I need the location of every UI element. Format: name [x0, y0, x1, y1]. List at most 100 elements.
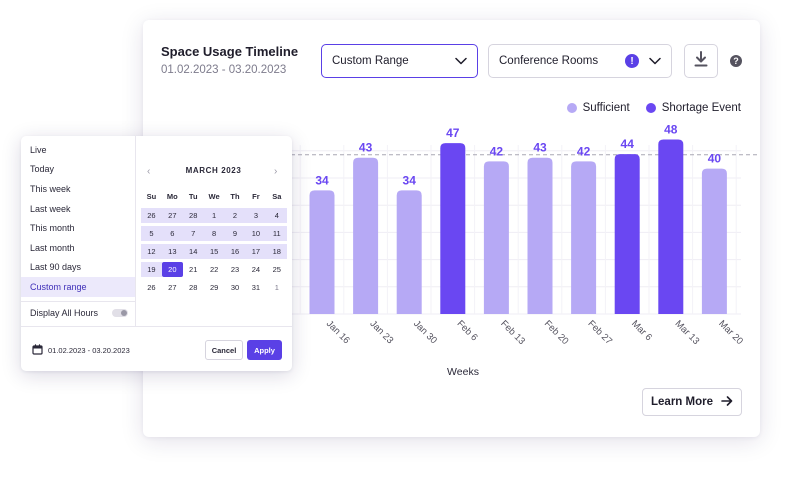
calendar-day[interactable]: 16 [224, 243, 246, 259]
weekday-label: Th [230, 192, 240, 201]
range-dropdown-value: Custom Range [332, 55, 409, 67]
download-button[interactable] [684, 44, 718, 78]
calendar-day[interactable]: 21 [189, 264, 198, 274]
bar-mar-6[interactable] [614, 154, 640, 314]
bar-feb-20[interactable] [527, 157, 553, 314]
bar-mar-20[interactable] [701, 168, 727, 314]
x-tick-label: Jan 16 [324, 318, 352, 346]
calendar-day[interactable]: 22 [209, 264, 219, 274]
weekday-label: Su [146, 192, 157, 201]
calendar-week: 19 20 21 22 23 24 25 [141, 260, 287, 278]
apply-button[interactable]: Apply [247, 340, 282, 360]
calendar-day[interactable]: 8 [203, 226, 225, 242]
calendar-day[interactable]: 12 [141, 243, 162, 259]
bar-feb-13[interactable] [483, 161, 509, 314]
x-tick-label: Mar 13 [673, 318, 702, 347]
alert-icon: ! [625, 54, 639, 68]
range-dropdown[interactable]: Custom Range [321, 44, 478, 78]
bar-feb-27[interactable] [571, 161, 597, 314]
x-tick-label: Mar 20 [716, 318, 745, 347]
cancel-button[interactable]: Cancel [205, 340, 243, 360]
calendar-day[interactable]: 23 [230, 264, 240, 274]
selected-range-text: 01.02.2023 - 03.20.2023 [48, 346, 130, 355]
weekday-label: Sa [272, 192, 282, 201]
preset-last-week[interactable]: Last week [30, 203, 71, 214]
display-all-hours-toggle[interactable] [112, 309, 128, 317]
x-tick-label: Mar 6 [629, 318, 654, 343]
weekday-label: Fr [252, 192, 260, 201]
chevron-left-icon[interactable]: ‹ [147, 166, 151, 177]
room-dropdown-value: Conference Rooms [499, 55, 599, 67]
calendar-day[interactable]: 9 [224, 226, 246, 242]
calendar-day[interactable]: 26 [147, 282, 156, 292]
calendar-day[interactable]: 28 [182, 208, 204, 224]
bar-feb-6[interactable] [440, 143, 466, 314]
divider [21, 326, 292, 327]
preset-this-month[interactable]: This month [30, 223, 75, 234]
bar-jan-23[interactable] [353, 157, 379, 314]
calendar-day[interactable]: 27 [161, 208, 183, 224]
chevron-down-icon [455, 57, 467, 65]
bar-value-label: 44 [621, 137, 635, 151]
bar-value-label: 42 [577, 144, 591, 158]
bar-jan-16[interactable] [309, 190, 335, 314]
calendar-day[interactable]: 1 [274, 282, 279, 292]
preset-this-week[interactable]: This week [30, 183, 71, 194]
preset-today[interactable]: Today [30, 164, 55, 175]
date-range-subtitle: 01.02.2023 - 03.20.2023 [161, 64, 287, 76]
calendar-week: 26 27 28 29 30 31 1 [141, 278, 287, 296]
calendar-day[interactable]: 11 [266, 226, 288, 242]
chevron-down-icon [649, 57, 661, 65]
chevron-right-icon[interactable]: › [274, 166, 278, 177]
calendar-day[interactable]: 19 [141, 261, 162, 277]
calendar-day[interactable]: 14 [182, 243, 204, 259]
legend-label-shortage: Shortage Event [661, 102, 741, 114]
preset-live[interactable]: Live [30, 144, 47, 155]
page-title: Space Usage Timeline [161, 44, 299, 59]
calendar-day[interactable]: 10 [245, 226, 267, 242]
calendar-day[interactable]: 5 [141, 226, 162, 242]
weekday-label: Tu [188, 192, 198, 201]
calendar-day[interactable]: 25 [272, 264, 281, 274]
preset-last-90-days[interactable]: Last 90 days [30, 262, 82, 273]
calendar-day[interactable]: 7 [182, 226, 204, 242]
calendar-day[interactable]: 18 [266, 243, 288, 259]
x-tick-label: Feb 6 [455, 318, 480, 343]
legend-item-sufficient: Sufficient [566, 102, 630, 114]
preset-custom-range[interactable]: Custom range [21, 277, 135, 297]
calendar-day[interactable]: 27 [168, 282, 177, 292]
bar-value-label: 40 [708, 152, 722, 166]
calendar-day[interactable]: 3 [245, 208, 267, 224]
calendar-day[interactable]: 15 [203, 243, 225, 259]
bar-mar-13[interactable] [658, 139, 684, 314]
x-tick-label: Jan 30 [411, 318, 439, 346]
x-tick-label: Feb 27 [585, 318, 614, 347]
calendar-week: 5 6 7 8 9 10 11 [141, 225, 288, 243]
calendar-day[interactable]: 26 [141, 208, 162, 224]
weekday-label: We [208, 192, 220, 201]
legend-item-shortage: Shortage Event [645, 102, 741, 114]
calendar-day[interactable]: 6 [161, 226, 183, 242]
calendar-day[interactable]: 31 [251, 282, 261, 292]
calendar-day[interactable]: 1 [203, 208, 225, 224]
calendar-day[interactable]: 2 [224, 208, 246, 224]
calendar-day[interactable]: 20 [161, 261, 183, 277]
calendar-day[interactable]: 28 [189, 282, 198, 292]
preset-list: Live Today This week Last week This month Las… [21, 140, 135, 297]
preset-last-month[interactable]: Last month [30, 242, 75, 253]
room-dropdown[interactable]: Conference Rooms ! [488, 44, 672, 78]
bar-jan-30[interactable] [396, 190, 422, 314]
divider [135, 136, 136, 326]
calendar-day[interactable]: 4 [266, 208, 288, 224]
calendar-day[interactable]: 30 [230, 282, 240, 292]
calendar-grid: 26 27 28 1 2 3 4 5 6 7 8 9 10 11 12 13 14 15 16 17 18 19 20 21 2… [141, 207, 288, 296]
calendar-day[interactable]: 29 [209, 282, 219, 292]
calendar-day[interactable]: 24 [251, 264, 261, 274]
learn-more-button[interactable]: Learn More [642, 388, 742, 416]
calendar-week: 26 27 28 1 2 3 4 [141, 207, 288, 225]
weekday-header: Su Mo Tu We Th Fr Sa [141, 192, 287, 201]
bar-value-label: 43 [359, 141, 373, 155]
calendar-day[interactable]: 17 [245, 243, 267, 259]
help-icon[interactable]: ? [730, 55, 742, 67]
calendar-day[interactable]: 13 [161, 243, 183, 259]
